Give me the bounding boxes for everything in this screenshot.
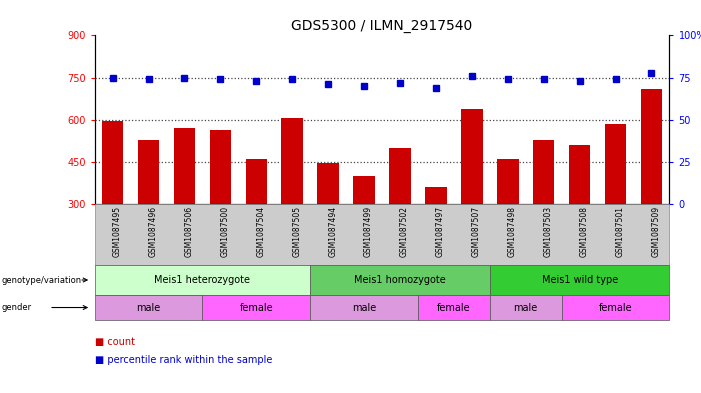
Text: GSM1087508: GSM1087508 [580,206,589,257]
Text: GSM1087504: GSM1087504 [257,206,265,257]
Text: male: male [352,303,376,312]
Bar [174,128,195,204]
Bar [569,145,590,204]
Text: gender: gender [1,303,32,312]
Title: GDS5300 / ILMN_2917540: GDS5300 / ILMN_2917540 [292,19,472,33]
Bar [282,118,303,204]
Text: GSM1087507: GSM1087507 [472,206,481,257]
Text: GSM1087496: GSM1087496 [149,206,158,257]
Bar [641,89,662,204]
Text: GSM1087498: GSM1087498 [508,206,517,257]
Text: Meis1 homozygote: Meis1 homozygote [354,275,446,285]
Text: GSM1087499: GSM1087499 [364,206,373,257]
Text: GSM1087500: GSM1087500 [220,206,229,257]
Text: GSM1087497: GSM1087497 [436,206,445,257]
Bar [425,187,447,204]
Text: female: female [599,303,632,312]
Bar [533,140,554,204]
Bar [605,124,627,204]
Text: female: female [240,303,273,312]
Text: male: male [514,303,538,312]
Bar [102,121,123,204]
Text: GSM1087501: GSM1087501 [615,206,625,257]
Bar [210,130,231,204]
Text: GSM1087506: GSM1087506 [184,206,193,257]
Text: GSM1087494: GSM1087494 [328,206,337,257]
Text: GSM1087495: GSM1087495 [113,206,121,257]
Bar [461,108,482,204]
Text: female: female [437,303,470,312]
Text: ■ percentile rank within the sample: ■ percentile rank within the sample [95,354,272,365]
Bar [497,159,519,204]
Text: male: male [137,303,161,312]
Text: GSM1087503: GSM1087503 [544,206,552,257]
Bar [137,140,159,204]
Text: GSM1087502: GSM1087502 [400,206,409,257]
Text: ■ count: ■ count [95,337,135,347]
Text: GSM1087509: GSM1087509 [651,206,660,257]
Text: Meis1 wild type: Meis1 wild type [541,275,618,285]
Bar [353,176,375,204]
Text: Meis1 heterozygote: Meis1 heterozygote [154,275,250,285]
Text: genotype/variation: genotype/variation [1,275,81,285]
Text: GSM1087505: GSM1087505 [292,206,301,257]
Bar [245,159,267,204]
Bar [389,148,411,204]
Bar [318,163,339,204]
